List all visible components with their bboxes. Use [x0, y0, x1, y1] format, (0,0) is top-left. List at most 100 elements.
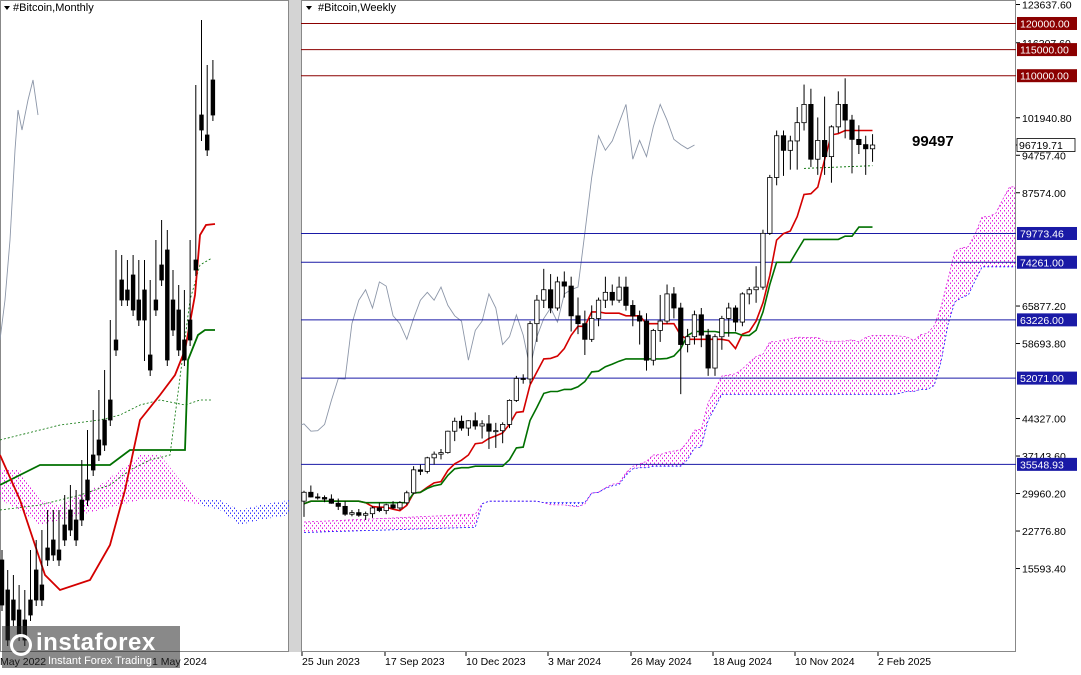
ichimoku-cloud-segment	[310, 521, 318, 533]
candle-body	[760, 232, 766, 288]
candle-body	[774, 135, 780, 178]
ichimoku-cloud-segment	[708, 389, 715, 421]
candle-body	[397, 502, 403, 509]
time-tick-label: 17 Sep 2023	[385, 656, 445, 668]
candle-body	[11, 599, 16, 621]
dropdown-triangle-icon[interactable]	[4, 6, 10, 10]
candle-body	[91, 454, 96, 471]
ichimoku-cloud-segment	[338, 520, 346, 532]
price-tick-label: 29960.20	[1022, 489, 1066, 501]
candle-body	[79, 499, 84, 521]
ichimoku-cloud-segment	[260, 500, 289, 520]
ichimoku-cloud-segment	[393, 517, 400, 530]
dropdown-triangle-icon[interactable]	[306, 6, 312, 10]
candle-body	[479, 423, 485, 427]
candle-body	[62, 524, 67, 541]
ichimoku-cloud-segment	[776, 339, 784, 395]
candle-body	[664, 293, 670, 322]
ichimoku-cloud-segment	[1009, 186, 1016, 267]
right-panel-header: #Bitcoin,Weekly	[306, 2, 397, 14]
price-annotation: 99497	[912, 133, 954, 150]
candle-body	[458, 420, 465, 429]
candle-body	[842, 104, 848, 121]
ichimoku-cloud-segment	[975, 216, 983, 281]
candle-body	[85, 479, 90, 501]
ichimoku-cloud-segment	[769, 341, 777, 395]
ichimoku-cloud-segment	[372, 518, 380, 531]
ichimoku-cloud-segment	[351, 519, 359, 532]
ichimoku-cloud-segment	[749, 356, 757, 395]
level-price-label: 52071.00	[1020, 373, 1064, 385]
candle-body	[548, 289, 554, 309]
ichimoku-cloud-segment	[100, 470, 120, 510]
price-tick-label: 58693.80	[1022, 339, 1066, 351]
ichimoku-cloud-segment	[557, 502, 565, 505]
price-tick-label: 44327.00	[1022, 414, 1066, 426]
candle-body	[0, 559, 5, 606]
watermark-logo-text: instaforex	[36, 629, 156, 656]
ichimoku-cloud-segment	[879, 335, 887, 395]
candle-body	[363, 513, 369, 516]
time-tick-label: 26 May 2024	[631, 656, 692, 668]
ichimoku-cloud-segment	[140, 455, 160, 500]
ichimoku-cloud-segment	[447, 515, 455, 529]
time-tick-label: 10 Nov 2024	[795, 656, 855, 668]
level-price-label: 115000.00	[1020, 45, 1069, 57]
candle-body	[671, 293, 677, 309]
ichimoku-cloud-segment	[797, 337, 805, 395]
ichimoku-cloud-segment	[40, 500, 60, 525]
candle-body	[383, 504, 389, 511]
candle-body	[45, 547, 50, 561]
candle-body	[431, 453, 437, 459]
ichimoku-cloud-segment	[913, 334, 921, 392]
ichimoku-cloud-segment	[660, 452, 668, 467]
candle-body	[637, 315, 643, 322]
level-price-label: 110000.00	[1020, 71, 1069, 83]
level-price-badge	[1017, 226, 1077, 240]
candle-body	[328, 498, 335, 504]
ichimoku-cloud-segment	[379, 518, 387, 531]
price-tick-label: 65877.20	[1022, 301, 1066, 313]
candle-body	[465, 420, 472, 429]
candle-body	[568, 285, 574, 317]
candle-body	[301, 491, 307, 502]
candle-body	[561, 281, 567, 287]
candle-body	[335, 502, 341, 507]
candle-body	[125, 289, 130, 301]
candle-body	[153, 299, 159, 311]
candle-body	[108, 399, 113, 421]
candle-body	[554, 281, 561, 309]
ichimoku-cloud-segment	[968, 233, 976, 295]
instaforex-logo-icon	[10, 634, 32, 656]
candle-body	[657, 320, 663, 331]
ichimoku-cloud-segment	[872, 335, 880, 395]
panel-divider[interactable]	[289, 0, 301, 670]
candle-body	[589, 318, 595, 340]
ichimoku-cloud-segment	[893, 335, 900, 395]
ichimoku-cloud-segment	[667, 451, 674, 467]
time-tick-label: 2 Feb 2025	[878, 656, 931, 668]
candle-body	[73, 519, 79, 541]
candle-body	[849, 119, 855, 140]
candle-body	[28, 599, 33, 616]
candle-body	[808, 104, 814, 160]
candle-body	[650, 330, 656, 361]
ichimoku-cloud-segment	[906, 336, 914, 392]
ichimoku-cloud-segment	[406, 517, 414, 530]
candle-body	[445, 430, 451, 454]
weekly-plot	[301, 22, 1016, 533]
candle-body	[685, 336, 691, 345]
candle-body	[147, 354, 153, 371]
ichimoku-cloud-segment	[735, 368, 743, 395]
ichimoku-cloud-segment	[680, 441, 688, 467]
candle-body	[527, 323, 533, 380]
candle-body	[452, 420, 458, 432]
level-price-label: 35548.93	[1020, 459, 1064, 471]
watermark-tagline: Instant Forex Trading	[48, 655, 152, 667]
ichimoku-cloud-segment	[989, 213, 996, 267]
candle-body	[68, 509, 73, 531]
ichimoku-cloud-segment	[817, 337, 825, 395]
candle-body	[595, 299, 602, 319]
candle-body	[705, 334, 711, 369]
level-price-badge	[1017, 457, 1077, 471]
